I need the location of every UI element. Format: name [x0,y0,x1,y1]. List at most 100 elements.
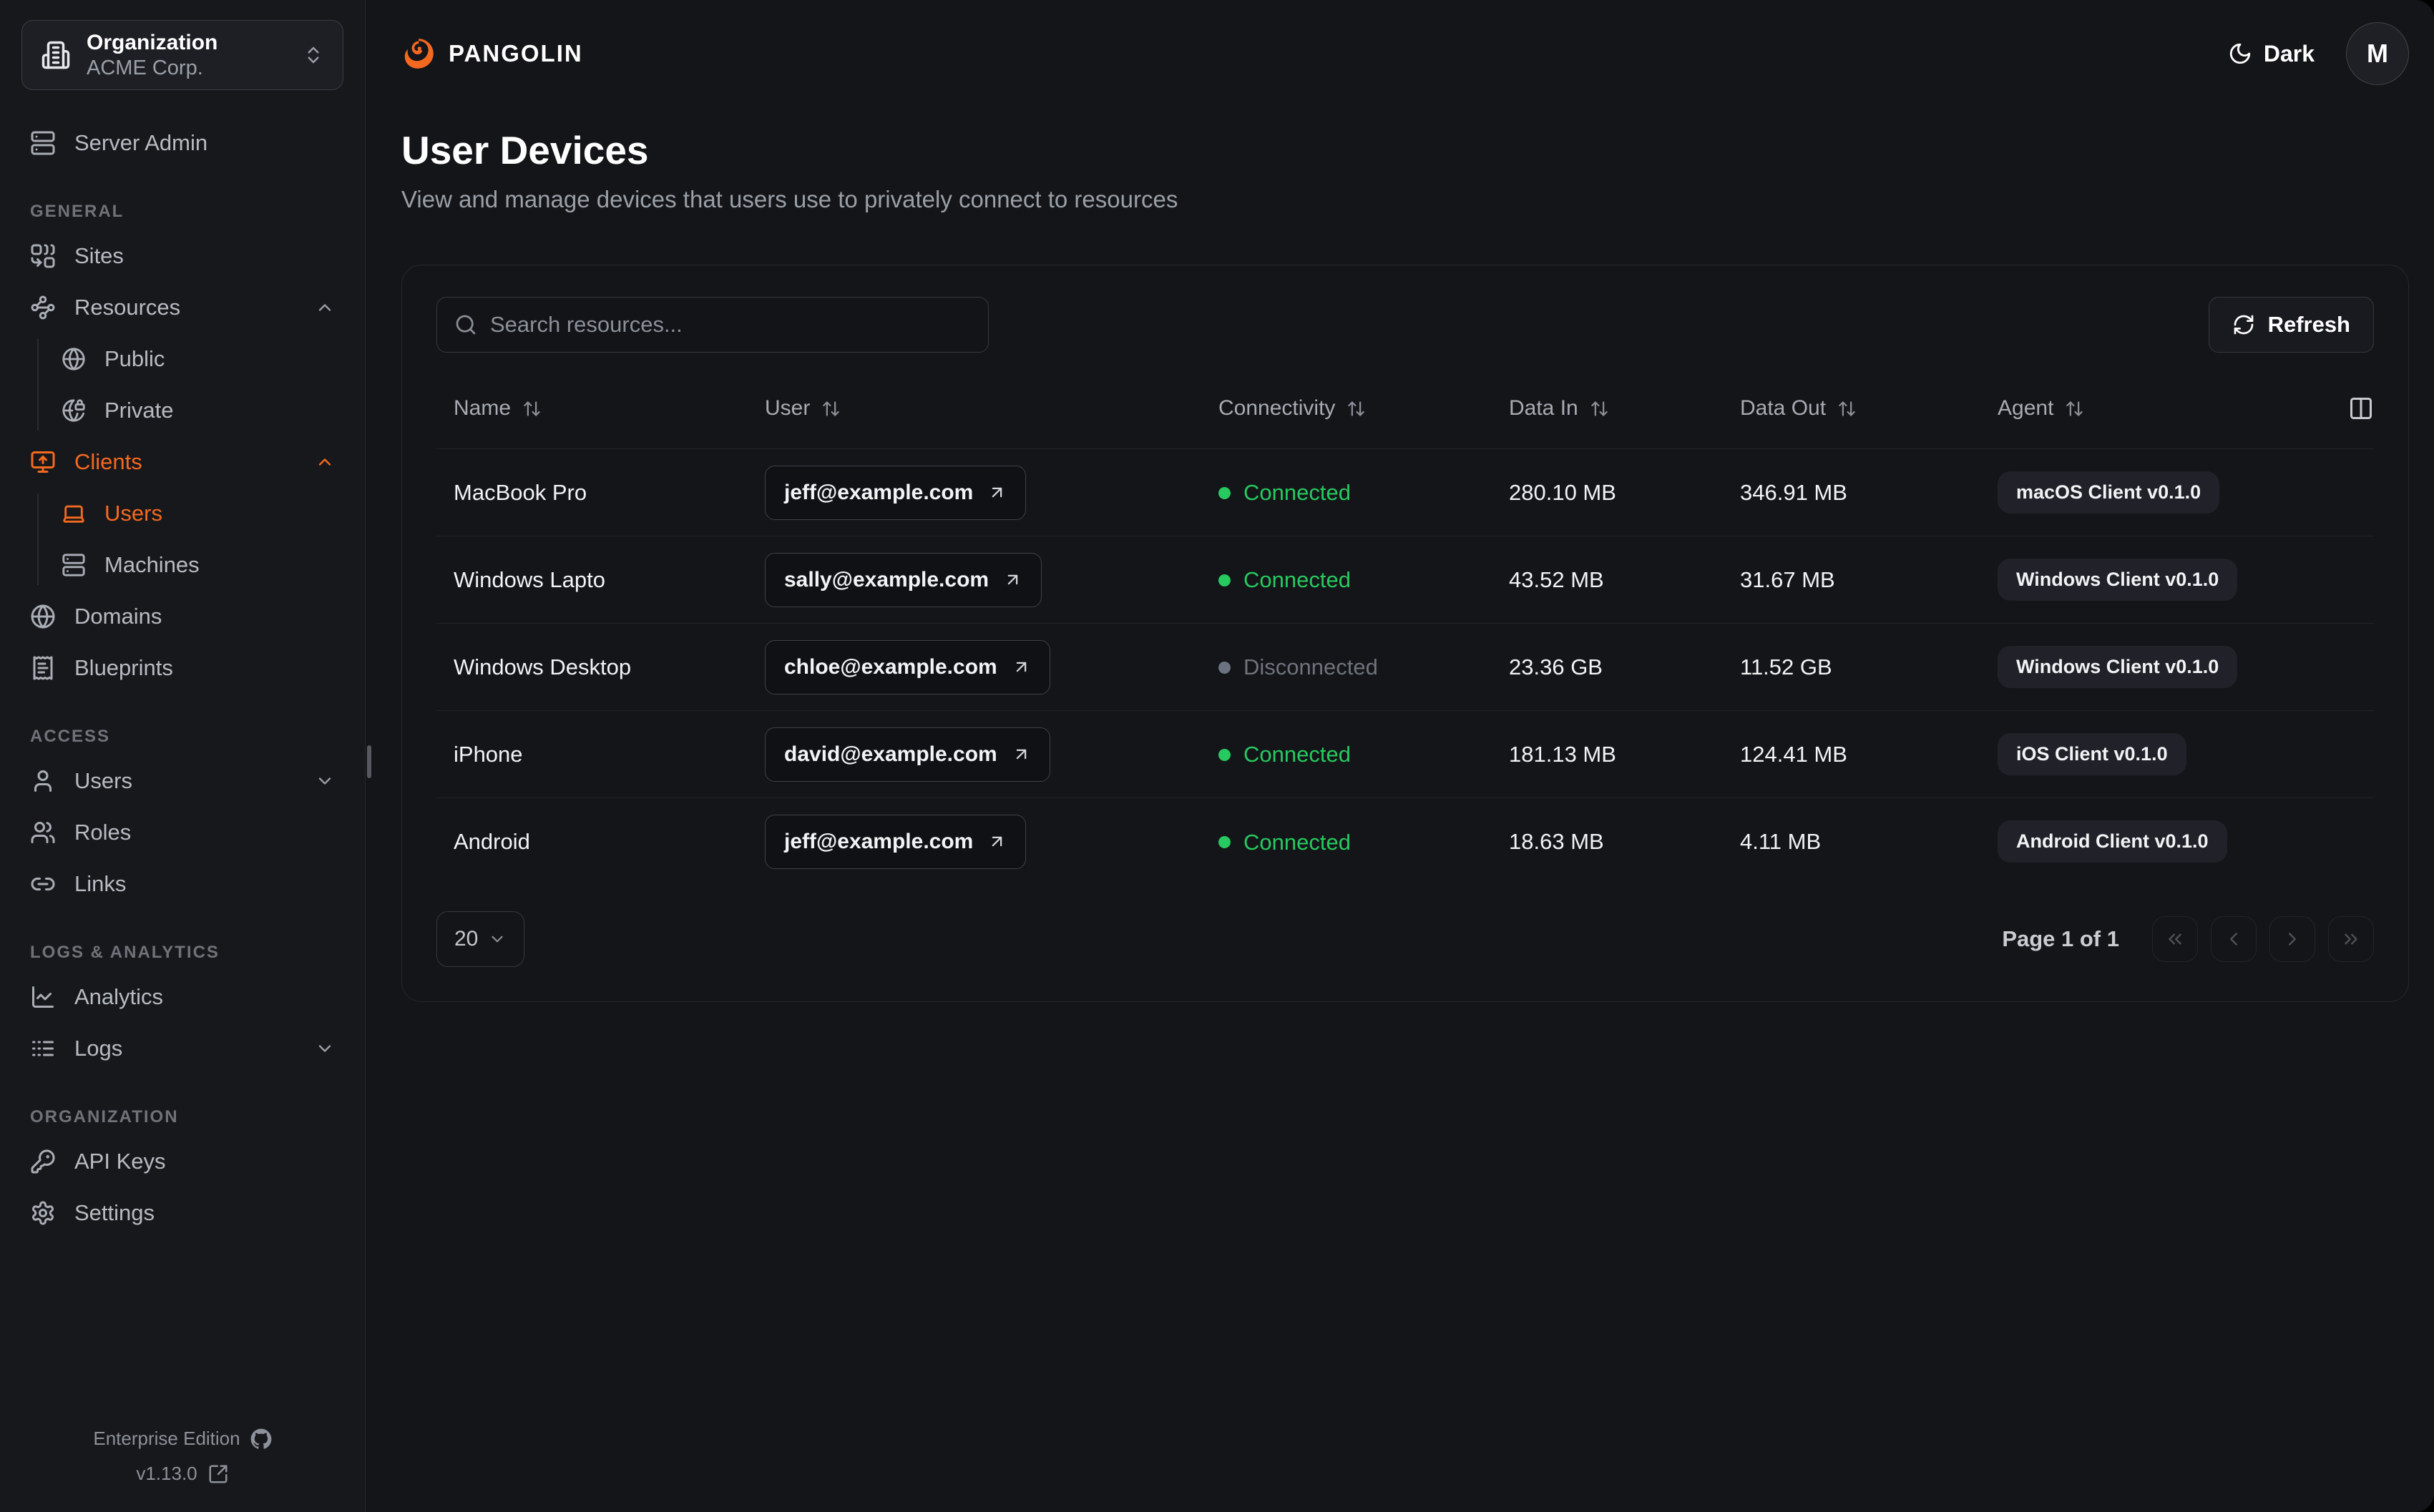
device-name: MacBook Pro [454,479,587,505]
logs-icon [32,1041,54,1056]
sidebar-item-sites[interactable]: Sites [21,230,343,282]
sidebar-item-analytics[interactable]: Analytics [21,971,343,1023]
user-link-button[interactable]: david@example.com [765,727,1050,782]
sidebar-item-resources[interactable]: Resources [21,282,343,333]
connectivity-status: Connected [1218,742,1351,767]
globe-icon [62,348,85,370]
github-icon [250,1428,271,1449]
section-label-logs-analytics: LOGS & ANALYTICS [30,943,220,962]
page-size-select[interactable]: 20 [436,910,525,967]
sidebar-item-server-admin[interactable]: Server Admin [21,117,343,169]
header-label: Data Out [1740,396,1827,420]
user-link-button[interactable]: chloe@example.com [765,639,1050,694]
header-label: User [765,396,811,420]
sidebar-scrollbar-thumb[interactable] [367,745,371,778]
user-email: jeff@example.com [784,480,974,504]
header-label: Agent [1998,396,2054,420]
building-icon [41,41,70,69]
arrow-up-right-icon [1016,662,1026,672]
chevron-up-icon [318,458,331,466]
table-header-row: Name User Connectivity Data In Data Out … [436,371,2374,449]
data-in-value: 18.63 MB [1509,828,1604,854]
user-link-button[interactable]: jeff@example.com [765,814,1027,869]
sidebar-item-label: Public [104,346,165,371]
prev-page-button[interactable] [2211,915,2257,962]
devices-table: Name User Connectivity Data In Data Out … [436,371,2374,885]
page-info: Page 1 of 1 [2002,926,2119,951]
refresh-button[interactable]: Refresh [2208,297,2374,353]
header-user[interactable]: User [765,371,1218,449]
sidebar-footer: Enterprise Edition v1.13.0 [0,1428,365,1512]
theme-toggle[interactable]: Dark [2228,41,2315,67]
sidebar-item-client-users[interactable]: Users [53,488,343,539]
sidebar-item-api-keys[interactable]: API Keys [21,1136,343,1187]
sidebar-item-label: Private [104,398,174,423]
sidebar-item-clients[interactable]: Clients [21,436,343,488]
agent-badge: Android Client v0.1.0 [1998,820,2227,863]
org-selector-title: Organization [87,30,218,54]
sidebar-item-label: Users [74,768,132,793]
brand[interactable]: PANGOLIN [401,36,583,71]
pagination: 20 Page 1 of 1 [436,910,2374,967]
sidebar-item-label: Roles [74,820,132,845]
sidebar-item-links[interactable]: Links [21,858,343,910]
sidebar-item-roles[interactable]: Roles [21,807,343,858]
sidebar-item-settings[interactable]: Settings [21,1187,343,1239]
chevron-right-icon [2289,932,2296,946]
status-label: Connected [1243,742,1351,767]
resources-submenu: Public Private [21,333,343,436]
org-selector-value: ACME Corp. [87,57,203,80]
search-icon [456,315,476,335]
data-out-value: 346.91 MB [1740,479,1847,505]
arrow-up-right-icon [992,487,1002,498]
first-page-button[interactable] [2152,915,2198,962]
status-dot-icon [1218,661,1231,674]
sidebar-item-logs[interactable]: Logs [21,1023,343,1074]
agent-badge: macOS Client v0.1.0 [1998,471,2220,514]
header-data-in[interactable]: Data In [1509,371,1740,449]
status-dot-icon [1218,486,1231,499]
sidebar-item-label: Settings [74,1200,155,1225]
card-toolbar: Refresh [436,297,2374,353]
last-page-button[interactable] [2328,915,2374,962]
version-link[interactable]: v1.13.0 [136,1463,228,1485]
sidebar-item-blueprints[interactable]: Blueprints [21,642,343,694]
user-email: jeff@example.com [784,829,974,853]
pagination-controls: Page 1 of 1 [2002,915,2374,962]
sidebar-item-public[interactable]: Public [53,333,343,385]
edition-link[interactable]: Enterprise Edition [93,1428,271,1450]
connectivity-status: Disconnected [1218,654,1378,680]
avatar[interactable]: M [2346,22,2409,85]
status-label: Connected [1243,480,1351,506]
sidebar-item-label: Domains [74,604,162,629]
connectivity-status: Connected [1218,567,1351,593]
header-agent[interactable]: Agent [1998,371,2324,449]
data-out-value: 4.11 MB [1740,828,1822,854]
brand-name: PANGOLIN [449,40,583,67]
user-link-button[interactable]: sally@example.com [765,552,1042,607]
refresh-label: Refresh [2267,312,2350,337]
agent-badge: Windows Client v0.1.0 [1998,646,2238,688]
header-data-out[interactable]: Data Out [1740,371,1998,449]
columns-icon[interactable] [2348,396,2374,421]
user-email: chloe@example.com [784,654,997,679]
header-connectivity[interactable]: Connectivity [1218,371,1509,449]
chevron-down-icon [492,936,503,942]
device-name: Windows Desktop [454,654,632,679]
data-out-value: 124.41 MB [1740,741,1847,767]
sidebar-item-label: Clients [74,449,142,474]
sidebar-item-private[interactable]: Private [53,385,343,436]
search-input[interactable] [490,312,971,338]
next-page-button[interactable] [2269,915,2315,962]
sidebar-item-users[interactable]: Users [21,755,343,807]
user-link-button[interactable]: jeff@example.com [765,465,1027,520]
laptop-icon [63,505,84,523]
sidebar-item-domains[interactable]: Domains [21,591,343,642]
org-selector[interactable]: Organization ACME Corp. [21,20,343,90]
sort-icon [1348,401,1365,416]
sidebar-item-label: Links [74,871,127,896]
sidebar-item-label: Resources [74,295,181,320]
header-name[interactable]: Name [436,371,765,449]
sidebar-item-machines[interactable]: Machines [53,539,343,591]
user-icon [34,770,52,792]
